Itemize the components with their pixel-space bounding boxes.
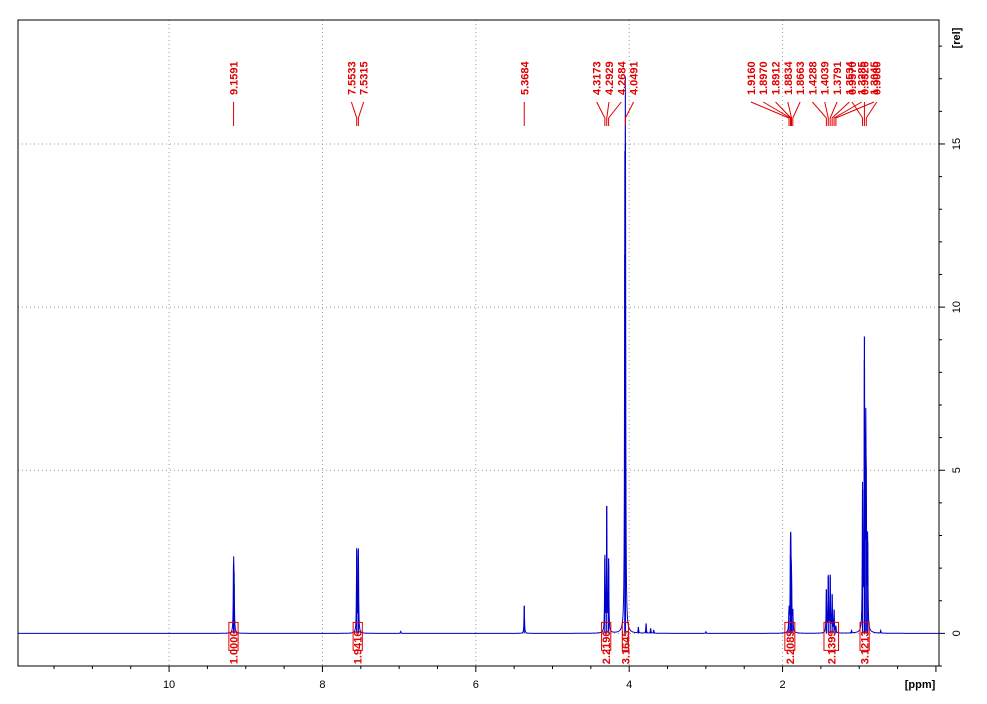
peak-label: 1.3285: [857, 61, 869, 95]
peak-label-leader: [829, 101, 838, 126]
peak-label-leader: [775, 101, 792, 126]
peak-label: 5.3684: [519, 60, 531, 95]
peak-label-leader: [596, 101, 606, 126]
peak-label-leader: [865, 101, 878, 126]
peak-label: 1.3534: [844, 60, 856, 95]
peak-label: 9.1591: [229, 61, 241, 95]
peak-label: 7.5315: [359, 61, 371, 95]
peak-label: 4.2929: [604, 61, 616, 95]
spectrum-layer: [18, 76, 939, 634]
peak-label-leader: [851, 101, 864, 126]
peak-label-leader: [608, 101, 622, 126]
peak-label-leader: [357, 101, 365, 126]
spectrum-trace: [18, 76, 939, 634]
peak-label: 0.9570: [847, 61, 859, 95]
peak-label-leader: [835, 101, 875, 126]
integral-region: [352, 621, 363, 651]
plot-frame: [17, 19, 940, 667]
y-tick-label: 10: [951, 301, 963, 313]
x-tick-label: 10: [163, 679, 175, 691]
y-tick-label: 5: [951, 467, 963, 473]
peak-label: 1.9160: [746, 61, 758, 95]
integral-region: [823, 621, 840, 651]
peak-label: 0.9326: [859, 61, 871, 95]
integral-value: 2.2089: [785, 631, 797, 665]
x-tick-label: 8: [319, 679, 325, 691]
integral-value: 2.2196: [601, 631, 613, 665]
integral-region: [601, 621, 612, 651]
axis-layer: 10 8 6 4 2 0 5 10 15: [17, 19, 963, 691]
peak-label-leader: [606, 101, 610, 126]
integral-value: 3.1645: [620, 631, 632, 665]
peak-label-leader: [792, 101, 801, 126]
y-tick-label: 0: [951, 630, 963, 636]
integral-region: [621, 621, 629, 651]
peak-label: 4.0491: [629, 61, 641, 95]
peak-label: 1.8912: [771, 61, 783, 95]
peak-label-leader: [824, 101, 829, 126]
grid-layer: [18, 20, 939, 666]
peak-label: 4.3173: [592, 61, 604, 95]
peak-label-leader: [787, 101, 793, 126]
peak-label: 4.2684: [616, 60, 628, 95]
integral-value: 1.0000: [228, 631, 240, 665]
integral-value: 1.9416: [353, 631, 365, 665]
x-axis-label: [ppm]: [905, 679, 936, 691]
peak-label-leader: [624, 101, 635, 126]
peak-label: 1.4039: [820, 61, 832, 95]
peak-label: 1.8970: [758, 61, 770, 95]
integral-value: 3.1213: [860, 631, 872, 665]
x-tick-label: 4: [626, 679, 632, 691]
integral-layer: 1.0000 1.9416 2.2196 3.1645 2.2089 2.1399 3.12…: [228, 621, 872, 665]
peak-label: 1.4288: [807, 61, 819, 95]
y-axis-label: [rel]: [951, 27, 963, 48]
peak-label-layer: 9.1591 7.5533 7.5315 5.3684 4.3173 4.2929 4.26…: [229, 60, 884, 126]
y-tick-label: 15: [951, 138, 963, 150]
peak-label: 1.8663: [795, 61, 807, 95]
peak-label: 7.5533: [346, 61, 358, 95]
integral-region: [859, 621, 870, 651]
peak-label: 1.3791: [832, 61, 844, 95]
peak-label: 0.9080: [872, 61, 884, 95]
x-tick-label: 2: [779, 679, 785, 691]
integral-region: [228, 621, 239, 651]
peak-label-leader: [350, 101, 358, 126]
integral-region: [784, 621, 796, 651]
peak-label-leader: [831, 101, 850, 126]
integral-value: 2.1399: [826, 631, 838, 665]
peak-label: 1.8834: [783, 60, 795, 95]
x-tick-label: 6: [473, 679, 479, 691]
peak-label-leader: [812, 101, 827, 126]
peak-label: 1.3045: [869, 61, 881, 95]
peak-label-leader: [833, 101, 862, 126]
peak-label-leader: [750, 101, 790, 126]
